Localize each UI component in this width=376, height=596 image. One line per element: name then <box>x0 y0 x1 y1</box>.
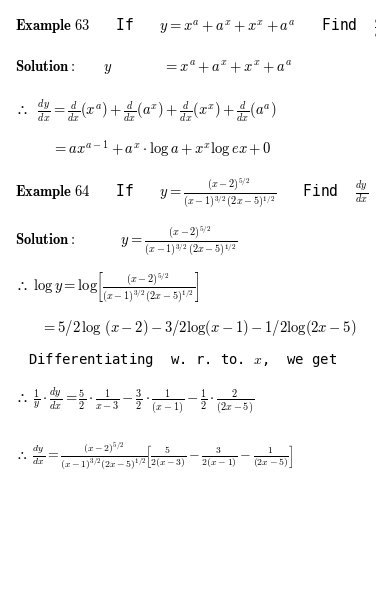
Text: $\mathbf{Solution:}$   $y$      $= x^{a}+a^{x}+x^{x}+a^{a}$: $\mathbf{Solution:}$ $y$ $= x^{a}+a^{x}+… <box>15 58 292 76</box>
Text: $= 5/2\,\log\,(x-2)-3/2\log(x-1)-1/2\log(2x-5)$: $= 5/2\,\log\,(x-2)-3/2\log(x-1)-1/2\log… <box>41 318 356 339</box>
Text: $\therefore\ \ \frac{dy}{dx} = \frac{d}{dx}(x^{a})+\frac{d}{dx}(a^{x})+\frac{d}{: $\therefore\ \ \frac{dy}{dx} = \frac{d}{… <box>15 98 276 125</box>
Text: Differentiating  w. r. to. $x$,  we get: Differentiating w. r. to. $x$, we get <box>28 352 337 370</box>
Text: $\mathbf{Example\ 63}$   If   $y = x^{a}+a^{x}+x^{x}+a^{a}$   Find  $\frac{dy}{d: $\mathbf{Example\ 63}$ If $y = x^{a}+a^{… <box>15 13 376 40</box>
Text: $\mathbf{Example\ 64}$   If   $y = \frac{(x-2)^{5/2}}{(x-1)^{3/2}\,(2x-5)^{1/2}}: $\mathbf{Example\ 64}$ If $y = \frac{(x-… <box>15 177 368 211</box>
Text: $= ax^{a-1}+a^{x}\cdot\log a+x^{x}\log ex+0$: $= ax^{a-1}+a^{x}\cdot\log a+x^{x}\log e… <box>52 139 271 160</box>
Text: $\mathbf{Solution:}$     $y = \frac{(x-2)^{5/2}}{(x-1)^{3/2}\,(2x-5)^{1/2}}$: $\mathbf{Solution:}$ $y = \frac{(x-2)^{5… <box>15 225 237 259</box>
Text: $\therefore\ \log y = \log\!\left[\frac{(x-2)^{5/2}}{(x-1)^{3/2}\,(2x-5)^{1/2}}\: $\therefore\ \log y = \log\!\left[\frac{… <box>15 271 200 305</box>
Text: $\therefore\ \frac{1}{y}\cdot\frac{dy}{dx} = \frac{5}{2}\cdot\frac{1}{x-3}-\frac: $\therefore\ \frac{1}{y}\cdot\frac{dy}{d… <box>15 385 254 415</box>
Text: $\therefore\ \frac{dy}{dx}=\frac{(x-2)^{5/2}}{(x-1)^{3/2}(2x-5)^{1/2}}\!\left[\f: $\therefore\ \frac{dy}{dx}=\frac{(x-2)^{… <box>15 440 293 471</box>
